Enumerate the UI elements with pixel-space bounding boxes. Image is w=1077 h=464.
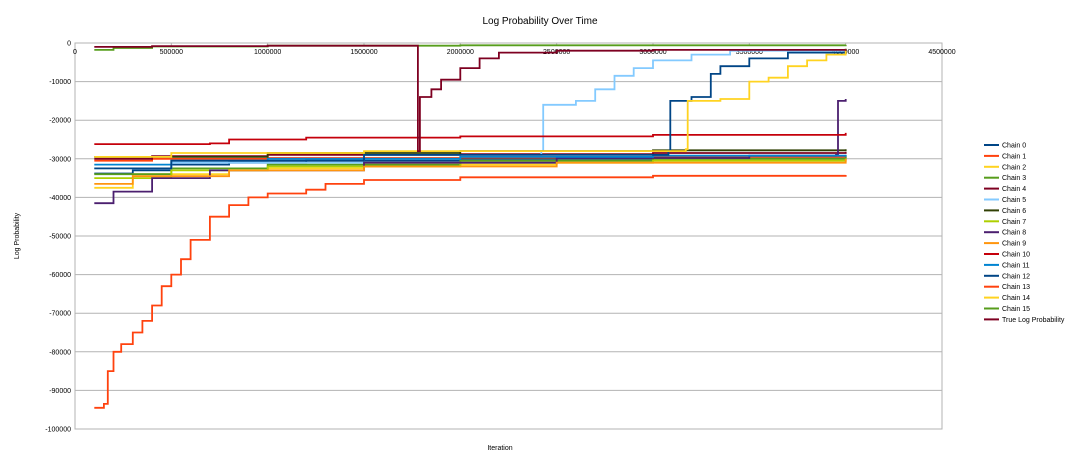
series-line: [94, 48, 847, 158]
chart-title: Log Probability Over Time: [482, 16, 597, 27]
legend-entry: Chain 10: [1002, 252, 1030, 259]
x-tick-label: 3000000: [639, 49, 666, 56]
series-line: [94, 132, 847, 145]
legend-entry: Chain 14: [1002, 295, 1030, 302]
y-tick-label: -80000: [49, 349, 71, 356]
x-tick-label: 3500000: [736, 49, 763, 56]
legend-entry: Chain 3: [1002, 175, 1026, 182]
x-axis-label: Iteration: [487, 445, 512, 452]
series-lines: [94, 44, 847, 409]
legend-entry: Chain 11: [1002, 262, 1030, 269]
series-line: [94, 174, 847, 409]
x-tick-label: 4500000: [928, 49, 955, 56]
legend-entry: Chain 0: [1002, 143, 1026, 150]
x-tick-label: 1500000: [350, 49, 377, 56]
legend-entry: Chain 7: [1002, 219, 1026, 226]
y-tick-label: -70000: [49, 311, 71, 318]
legend-entry: Chain 15: [1002, 306, 1030, 313]
y-axis-ticks: 0 -10000 -20000 -30000 -40000 -50000 -60000 -70…: [45, 41, 71, 434]
y-tick-label: -100000: [45, 427, 71, 434]
legend-entry: Chain 12: [1002, 273, 1030, 280]
legend-entry: Chain 5: [1002, 197, 1026, 204]
x-tick-label: 500000: [160, 49, 183, 56]
y-tick-label: -60000: [49, 272, 71, 279]
x-tick-label: 2000000: [447, 49, 474, 56]
legend-entry: Chain 9: [1002, 241, 1026, 248]
y-tick-label: -90000: [49, 388, 71, 395]
series-line: [94, 48, 847, 170]
legend-entry: Chain 1: [1002, 153, 1026, 160]
legend-entry: True Log Probability: [1002, 317, 1065, 324]
y-axis-label: Log Probability: [14, 212, 21, 259]
legend-entry: Chain 8: [1002, 230, 1026, 237]
legend-entry: Chain 2: [1002, 164, 1026, 171]
legend-entry: Chain 13: [1002, 284, 1030, 291]
series-line: [94, 158, 847, 185]
y-tick-label: -20000: [49, 118, 71, 125]
series-line: [94, 44, 847, 152]
legend-entry: Chain 4: [1002, 186, 1026, 193]
y-tick-label: 0: [67, 41, 71, 48]
y-tick-label: -30000: [49, 156, 71, 163]
gridlines: [74, 42, 943, 430]
x-tick-label: 1000000: [254, 49, 281, 56]
legend-entry: Chain 6: [1002, 208, 1026, 215]
y-tick-label: -40000: [49, 195, 71, 202]
y-tick-label: -10000: [49, 79, 71, 86]
y-tick-label: -50000: [49, 234, 71, 241]
legend: Chain 0 Chain 1 Chain 2 Chain 3 Chain 4 Chain…: [984, 143, 1065, 324]
x-tick-label: 0: [73, 49, 77, 56]
